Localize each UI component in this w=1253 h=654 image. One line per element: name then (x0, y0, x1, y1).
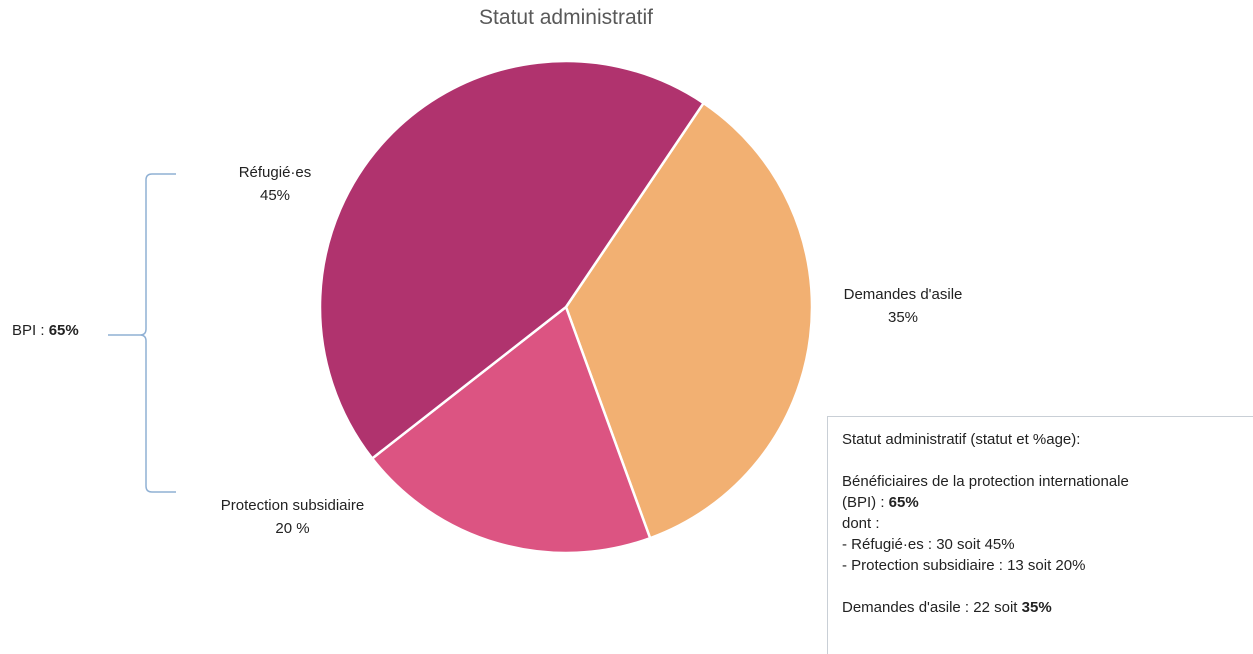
bpi-bracket (108, 173, 176, 493)
pie-slices (318, 59, 814, 555)
slice-label-subsidiaire: Protection subsidiaire 20 % (180, 494, 405, 540)
slice-value-subsidiaire: 20 % (275, 520, 310, 537)
info-dont: dont : (842, 515, 880, 532)
slice-value-asile: 35% (887, 309, 919, 326)
info-box: Statut administratif (statut et %age): B… (827, 416, 1253, 654)
pie-slice-refugies (318, 59, 705, 460)
info-bpi-line1: Bénéficiaires de la protection internati… (842, 473, 1129, 490)
info-asile-value: 35% (1021, 599, 1052, 616)
pie-slice-subsidiaire (370, 305, 652, 555)
bpi-label: BPI : 65% (12, 322, 79, 339)
slice-label-refugies: Réfugié·es 45% (180, 161, 370, 207)
info-asile-line: Demandes d'asile : 22 soit 35% (842, 597, 1239, 618)
slice-name-subsidiaire: Protection subsidiaire (220, 497, 365, 514)
chart-title: Statut administratif (479, 6, 653, 29)
slice-name-refugies: Réfugié·es (238, 164, 312, 181)
info-bpi-value: 65% (888, 494, 919, 511)
info-asile-prefix: Demandes d'asile : 22 soit (842, 599, 1022, 616)
bpi-label-value: 65% (48, 322, 79, 339)
info-refugies-line: - Réfugié·es : 30 soit 45% (842, 536, 1015, 553)
slice-name-asile: Demandes d'asile (843, 286, 963, 303)
slice-value-refugies: 45% (259, 187, 291, 204)
slice-label-asile: Demandes d'asile 35% (808, 283, 998, 329)
pie-slice-asile (564, 101, 814, 540)
info-heading: Statut administratif (statut et %age): (842, 431, 1081, 448)
info-subsidiaire-line: - Protection subsidiaire : 13 soit 20% (842, 557, 1086, 574)
info-bpi-line2: (BPI) : 65% (842, 492, 1239, 513)
info-bpi-prefix: (BPI) : (842, 494, 889, 511)
bpi-label-prefix: BPI : (12, 322, 49, 339)
